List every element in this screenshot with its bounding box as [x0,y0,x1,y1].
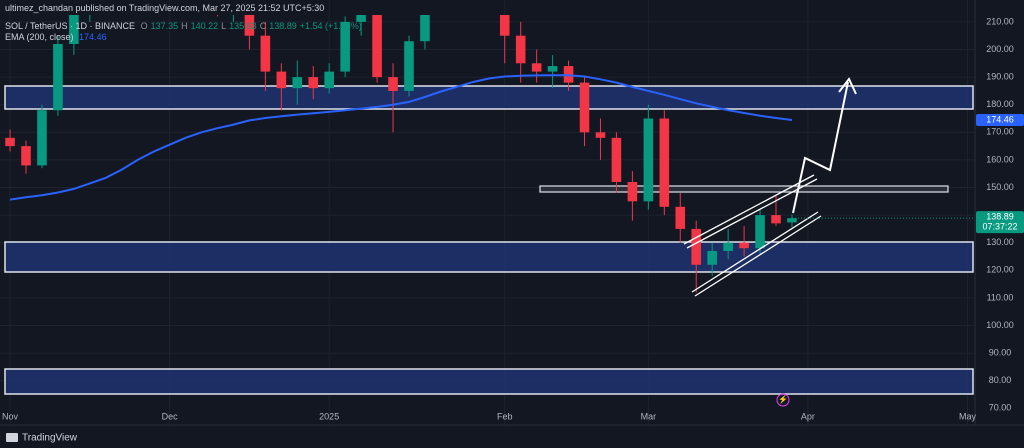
candle-body [324,71,334,89]
candle-body [723,242,733,251]
y-tick-label: 170.00 [986,127,1014,137]
x-tick-label: 2025 [319,411,339,421]
candle-body [372,15,382,78]
y-tick-label: 130.00 [986,237,1014,247]
candle-body [531,63,542,72]
candle-body [579,82,590,133]
symbol: SOL / TetherUS · 1D · BINANCE [5,21,136,31]
channel-line [683,174,815,245]
ema-tag-label: 174.46 [986,114,1014,124]
candle-body [499,15,510,36]
candle-body [340,21,350,72]
change: +1.54 (+1.13%) [299,21,362,31]
price-tag-label: 138.89 [986,212,1014,222]
y-tick-label: 70.00 [989,403,1012,413]
candle-body [739,242,749,249]
candle-body [308,77,319,89]
y-tick-label: 150.00 [986,182,1014,192]
candle-body [755,215,765,249]
candle-body [707,250,717,265]
candle-body [37,110,47,166]
zones [4,85,974,395]
publisher: ultimez_chandan published on TradingView… [5,3,325,13]
candle-body [5,137,15,147]
candle-body [260,35,271,72]
candle-body [691,228,702,265]
zone [4,241,974,273]
ohlc-label: H [181,21,188,31]
ohlc-value: 137.35 [150,21,179,31]
candle-body [771,215,781,224]
candle-body [787,218,797,223]
zone [4,85,974,110]
candle-body [420,15,430,42]
event-icon-glyph: ⚡ [778,394,788,404]
projection-arrow [792,81,849,214]
candle-body [515,35,526,64]
x-tick-label: Feb [497,411,513,421]
y-tick-label: 110.00 [987,292,1014,302]
candle-body [611,137,622,182]
ema-tag [976,113,1024,126]
candle-body [244,15,255,36]
y-tick-label: 90.00 [989,347,1012,357]
x-tick-label: Apr [801,411,815,421]
ohlc-label: O [140,21,148,31]
ohlc-value: 140.22 [190,21,219,31]
resistance-band [539,185,949,193]
candle-body [659,118,670,207]
zone [4,368,974,395]
candle-body [356,15,366,22]
brand-logo [6,433,18,442]
ema-name: EMA (200, close) [5,32,74,42]
channel-line [694,215,822,297]
candle-body [627,181,638,202]
channel-line [691,211,819,293]
y-tick-label: 160.00 [986,154,1014,164]
ohlc-label: C [259,21,267,31]
candle-body [53,43,63,111]
ema-value: 174.46 [79,32,107,42]
candle-body [547,66,558,72]
ohlc-value: 138.89 [269,21,297,31]
y-tick-label: 200.00 [986,44,1014,54]
y-tick-label: 100.00 [986,320,1014,330]
candle-body [675,206,686,229]
y-tick-label: 190.00 [986,71,1014,81]
price-tag [976,211,1024,234]
channel-line [686,178,818,249]
candle-body [388,77,398,91]
ohlc-label: L [221,21,227,31]
candle-body [69,15,79,44]
event-icon[interactable] [776,393,790,407]
ema-legend: EMA (200, close) 174.46 [5,32,110,42]
arrow-head [838,77,857,95]
y-tick-label: 120.00 [986,265,1014,275]
y-tick-label: 210.00 [986,16,1014,26]
candle-body [21,146,31,166]
x-tick-label: May [959,411,977,421]
x-tick-label: Mar [641,411,657,421]
x-tick-label: Nov [2,411,19,421]
x-tick-label: Dec [162,411,179,421]
candles [5,15,797,293]
brand: TradingView [22,433,78,444]
y-tick-label: 80.00 [989,375,1012,385]
candle-body [404,41,414,91]
ema-line [9,74,793,201]
symbol-legend: SOL / TetherUS · 1D · BINANCE O 137.35 H 14… [5,21,365,31]
candle-body [276,71,287,89]
candle-body [292,77,303,89]
candle-body [643,118,654,202]
y-tick-label: 180.00 [986,99,1014,109]
candle-body [595,132,606,138]
drawings [683,77,857,297]
ohlc-value: 135.63 [229,21,257,31]
countdown: 07:37:22 [982,222,1017,232]
